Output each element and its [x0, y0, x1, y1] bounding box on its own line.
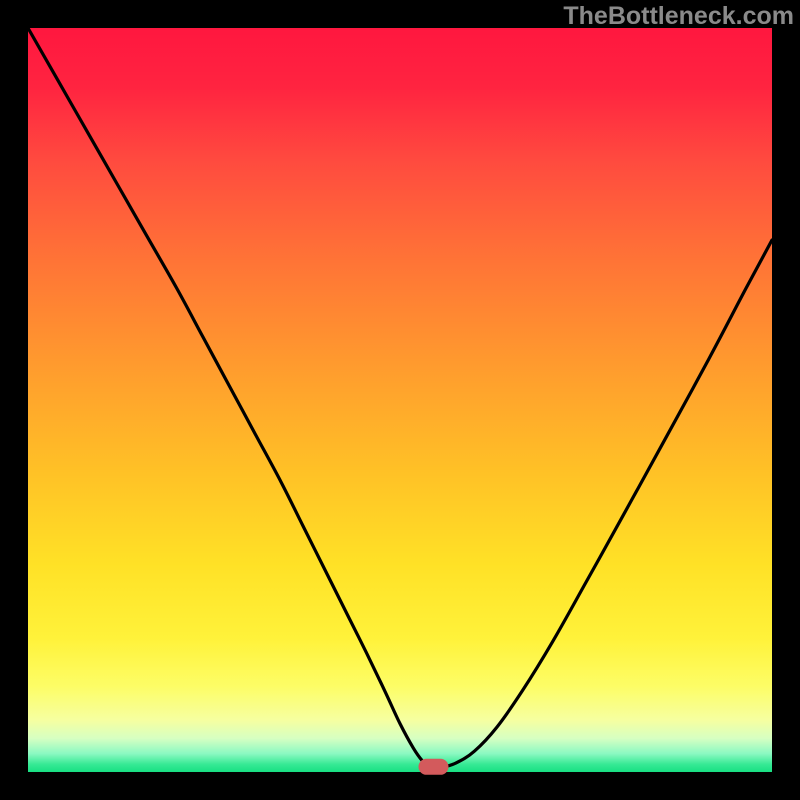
- chart-stage: TheBottleneck.com: [0, 0, 800, 800]
- optimal-point-marker: [418, 759, 448, 775]
- watermark-text: TheBottleneck.com: [563, 2, 794, 31]
- plot-background: [28, 28, 772, 772]
- bottleneck-chart: [0, 0, 800, 800]
